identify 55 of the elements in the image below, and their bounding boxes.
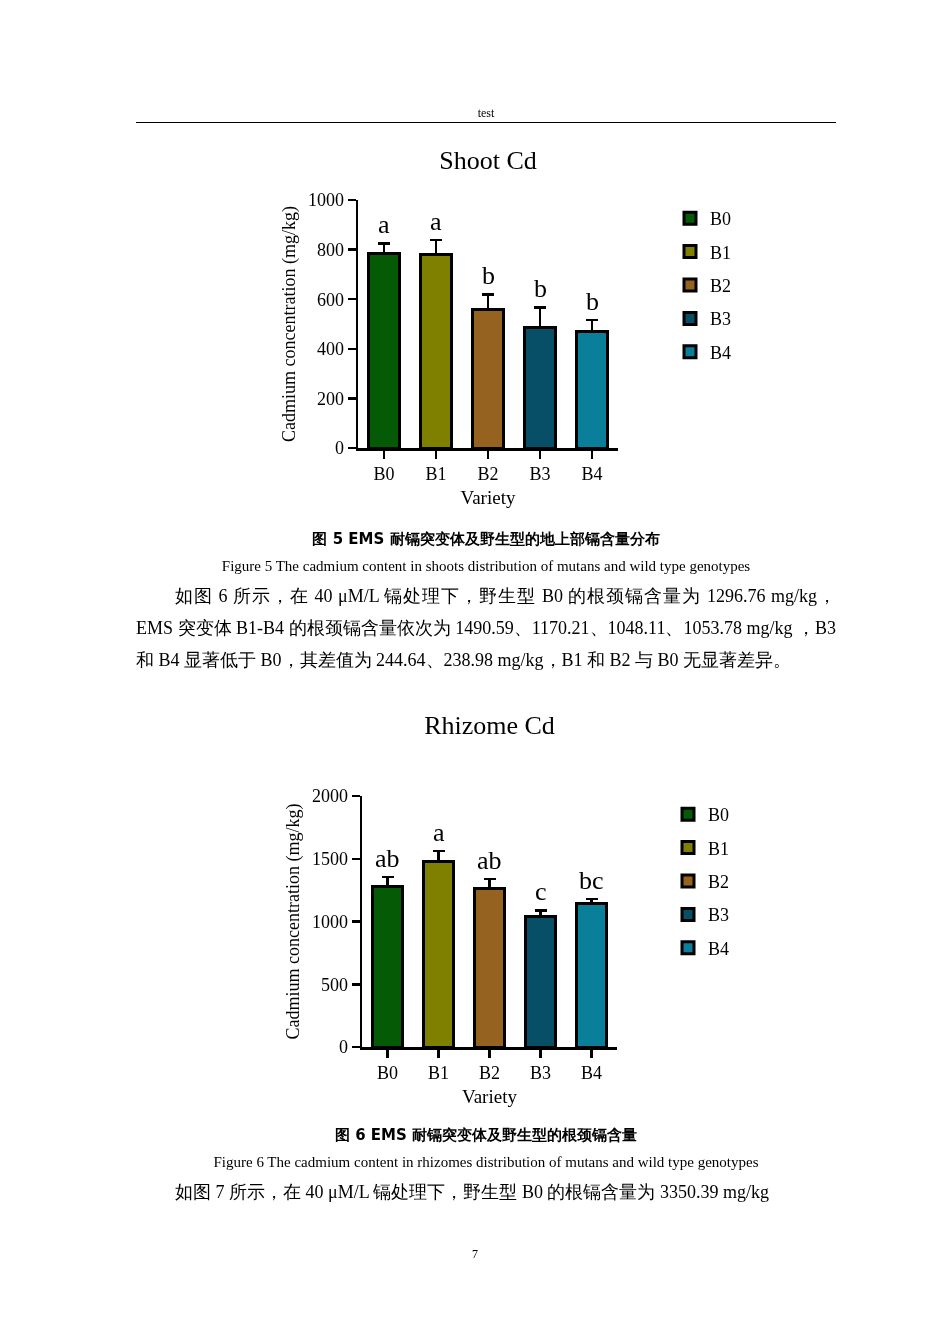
legend-label: B0 bbox=[710, 209, 732, 230]
y-tick-label: 400 bbox=[316, 339, 344, 360]
annotation: b bbox=[534, 274, 547, 303]
x-tick-label: B0 bbox=[376, 1063, 399, 1084]
y-tick-label: 1500 bbox=[311, 849, 348, 870]
text: test bbox=[477, 106, 495, 120]
x-tick-label: B4 bbox=[581, 464, 603, 485]
x-tick-label: B1 bbox=[427, 1063, 450, 1084]
y-tick-label: 1000 bbox=[311, 911, 348, 932]
x-tick-label: B2 bbox=[478, 1063, 501, 1084]
caption: Figure 5 The cadmium content in shoots distribution of mutans and wild type genotypes bbox=[221, 558, 751, 574]
x-tick-label: B2 bbox=[477, 464, 499, 485]
legend-label: B3 bbox=[708, 905, 730, 926]
caption: Figure 6 The cadmium content in rhizomes distribution of mutans and wild type genotypes bbox=[213, 1154, 759, 1170]
annotation: c bbox=[535, 877, 547, 906]
legend-label: B1 bbox=[710, 242, 732, 263]
legend-label: B4 bbox=[710, 342, 732, 363]
x-tick-label: B0 bbox=[373, 464, 395, 485]
text: 如图 6 所示，在 40 μM/L 镉处理下，野生型 B0 的根颈镉含量为 1296.76 mg/kg，EMS 突变体 B1-B4 的根颈镉含量依次为 1490.59、1170.21、1048.11、1053.78 mg/kg ，B3 和 B4 显著低于 B0，其差值为 244.64、238.98 mg/kg，B1 和 B2 与 B0 无显著差异。 bbox=[136, 585, 836, 672]
annotation: b bbox=[586, 287, 599, 316]
annotation: b bbox=[482, 261, 495, 290]
x-tick-label: B1 bbox=[425, 464, 447, 485]
chart-title: Rhizome Cd bbox=[424, 711, 555, 741]
x-tick-label: B4 bbox=[580, 1063, 603, 1084]
annotation: ab bbox=[477, 846, 502, 875]
legend-label: B2 bbox=[710, 276, 732, 297]
y-tick-label: 600 bbox=[316, 289, 344, 310]
y-tick-label: 500 bbox=[320, 974, 348, 995]
y-tick-label: 800 bbox=[316, 239, 344, 260]
y-tick-label: 1000 bbox=[307, 190, 344, 211]
legend-label: B0 bbox=[708, 805, 730, 826]
y-tick-label: 2000 bbox=[311, 786, 348, 807]
text: 7 bbox=[472, 1247, 478, 1261]
legend-label: B1 bbox=[708, 838, 730, 859]
annotation: bc bbox=[579, 866, 604, 895]
annotation: a bbox=[430, 207, 442, 236]
y-axis-title: Cadmium concentration (mg/kg) bbox=[278, 206, 300, 442]
x-tick-label: B3 bbox=[529, 1063, 552, 1084]
y-tick-label: 200 bbox=[316, 388, 344, 409]
y-tick-label: 0 bbox=[334, 438, 344, 459]
caption: 图 6 EMS 耐镉突变体及野生型的根颈镉含量 bbox=[334, 1126, 638, 1144]
legend-label: B2 bbox=[708, 872, 730, 893]
annotation: a bbox=[433, 818, 445, 847]
legend-label: B4 bbox=[708, 938, 730, 959]
y-axis-title: Cadmium concentration (mg/kg) bbox=[282, 803, 304, 1040]
annotation: ab bbox=[375, 844, 400, 873]
chart-title: Shoot Cd bbox=[439, 146, 537, 176]
text: 如图 7 所示，在 40 μM/L 镉处理下，野生型 B0 的根镉含量为 3350.39 mg/kg bbox=[174, 1181, 770, 1204]
y-tick-label: 0 bbox=[338, 1037, 348, 1058]
x-axis-title: Variety bbox=[462, 1086, 518, 1108]
caption: 图 5 EMS 耐镉突变体及野生型的地上部镉含量分布 bbox=[312, 530, 660, 548]
x-axis-title: Variety bbox=[460, 487, 516, 509]
x-tick-label: B3 bbox=[529, 464, 551, 485]
annotation: a bbox=[378, 210, 390, 239]
legend-label: B3 bbox=[710, 309, 732, 330]
